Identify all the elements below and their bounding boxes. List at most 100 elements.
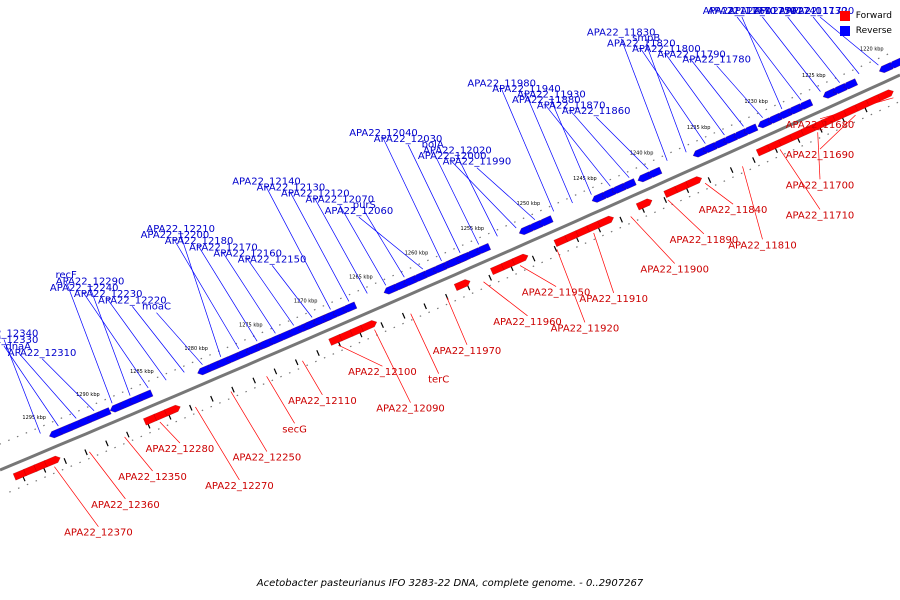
reverse-gene — [843, 78, 858, 90]
gene-label: APA22_12000 — [418, 151, 487, 162]
gene-label: APA22_12030 — [374, 134, 443, 145]
tick-label: 1265 kbp — [349, 275, 373, 281]
gene-label: APA22_12180 — [165, 236, 234, 247]
forward-gene — [164, 404, 181, 417]
map-caption: Acetobacter pasteurianus IFO 3283-22 DNA… — [256, 578, 644, 589]
tick-label: 1275 kbp — [239, 323, 263, 329]
gene-label: APA22_11740 — [753, 6, 822, 17]
tick-label: 1255 kbp — [461, 226, 485, 232]
leader-line — [526, 94, 573, 204]
gene-label: APA22_12210 — [146, 224, 215, 235]
tick-mark — [84, 449, 88, 456]
leader-line — [107, 299, 167, 381]
label-leaders — [3, 16, 894, 527]
gene-label: APA22_11730 — [779, 6, 848, 17]
leader-line — [432, 150, 480, 245]
leader-line — [230, 391, 268, 452]
leader-line — [451, 161, 517, 229]
gene-label: APA22_12130 — [257, 182, 326, 193]
gene-label: APA22_11780 — [682, 55, 751, 66]
leader-line — [89, 451, 126, 500]
leader-line — [174, 240, 240, 350]
leader-line — [271, 265, 313, 318]
forward-swatch — [839, 10, 850, 21]
leader-line — [551, 100, 592, 195]
tick-label: 1290 kbp — [76, 392, 100, 398]
leader-line — [546, 105, 611, 187]
tick-mark — [231, 386, 235, 393]
legend-forward: Forward — [839, 8, 892, 23]
gene-label: APA22_11910 — [579, 294, 648, 305]
legend-forward-label: Forward — [855, 10, 892, 21]
gene-label: APA22_12090 — [376, 404, 445, 415]
leader-line — [501, 89, 555, 212]
gene-label: APA22_12220 — [98, 295, 167, 306]
leader-line — [89, 287, 131, 396]
tick-mark — [380, 322, 384, 329]
forward-gene — [360, 320, 377, 332]
reverse-gene — [538, 215, 554, 227]
tick-mark — [252, 377, 256, 384]
gene-label: APA22_12250 — [233, 453, 302, 464]
leader-line — [156, 312, 203, 365]
gene-label: APA22_11790 — [657, 49, 726, 60]
reverse-gene — [138, 389, 154, 401]
leader-line — [620, 38, 668, 161]
gene-label: APA22_12150 — [238, 254, 307, 265]
gene-label: APA22_12360 — [91, 500, 160, 511]
leader-line — [338, 344, 383, 367]
reverse-swatch — [839, 25, 850, 36]
gene-label: APA22_11830 — [587, 28, 656, 39]
tick-mark — [729, 167, 734, 174]
tick-mark — [553, 245, 558, 252]
leader-line — [339, 205, 387, 286]
leader-line — [787, 16, 840, 83]
gene-label: APA22_12240 — [50, 283, 119, 294]
leader-line — [742, 166, 763, 240]
tick-mark — [707, 177, 712, 184]
gene-label: APA22_12200 — [141, 230, 210, 241]
gene-label: APA22_12120 — [281, 188, 350, 199]
leader-line — [266, 376, 295, 424]
gene-features — [12, 57, 900, 481]
tick-mark — [488, 274, 492, 281]
tick-label: 1230 kbp — [744, 99, 768, 105]
gene-label: APA22_12160 — [213, 248, 282, 259]
leader-line — [410, 313, 440, 374]
leader-line — [645, 44, 687, 153]
leader-line — [65, 281, 113, 404]
gene-label: APA22_12340 — [0, 329, 38, 340]
leader-line — [314, 199, 368, 294]
gene-label: APA22_11750 — [728, 6, 797, 17]
gene-label: APA22_11720 — [786, 6, 855, 17]
gene-label: APA22_12070 — [305, 194, 374, 205]
gene-label: APA22_12270 — [205, 481, 274, 492]
leader-line — [83, 293, 149, 389]
gene-label: recF — [55, 270, 77, 281]
leader-line — [290, 193, 350, 302]
reverse-gene — [889, 57, 900, 69]
leader-line — [223, 253, 276, 334]
gene-label: APA22_11840 — [699, 205, 768, 216]
leader-line — [779, 149, 821, 210]
gene-label: APA22_11870 — [537, 101, 606, 112]
tick-mark — [619, 216, 623, 223]
backbone-line — [0, 73, 900, 472]
tick-label: 1270 kbp — [294, 299, 318, 305]
tick-label: 1220 kbp — [860, 47, 884, 53]
leader-line — [198, 247, 258, 342]
leader-line — [159, 421, 181, 444]
tick-label: 1260 kbp — [405, 251, 429, 257]
gene-label: APA22_11820 — [607, 39, 676, 50]
tick-label: 1285 kbp — [130, 369, 154, 375]
gene-label: APA22_12040 — [349, 128, 418, 139]
gene-label: APA22_11860 — [562, 106, 631, 117]
leader-line — [457, 156, 498, 237]
tick-label: 1240 kbp — [630, 151, 654, 157]
leader-line — [819, 16, 879, 66]
gene-label: APA22_12370 — [64, 528, 133, 539]
gene-label: APA22_11690 — [786, 150, 855, 161]
reverse-gene — [743, 123, 759, 135]
tick-mark — [63, 458, 67, 465]
leader-line — [302, 360, 323, 395]
